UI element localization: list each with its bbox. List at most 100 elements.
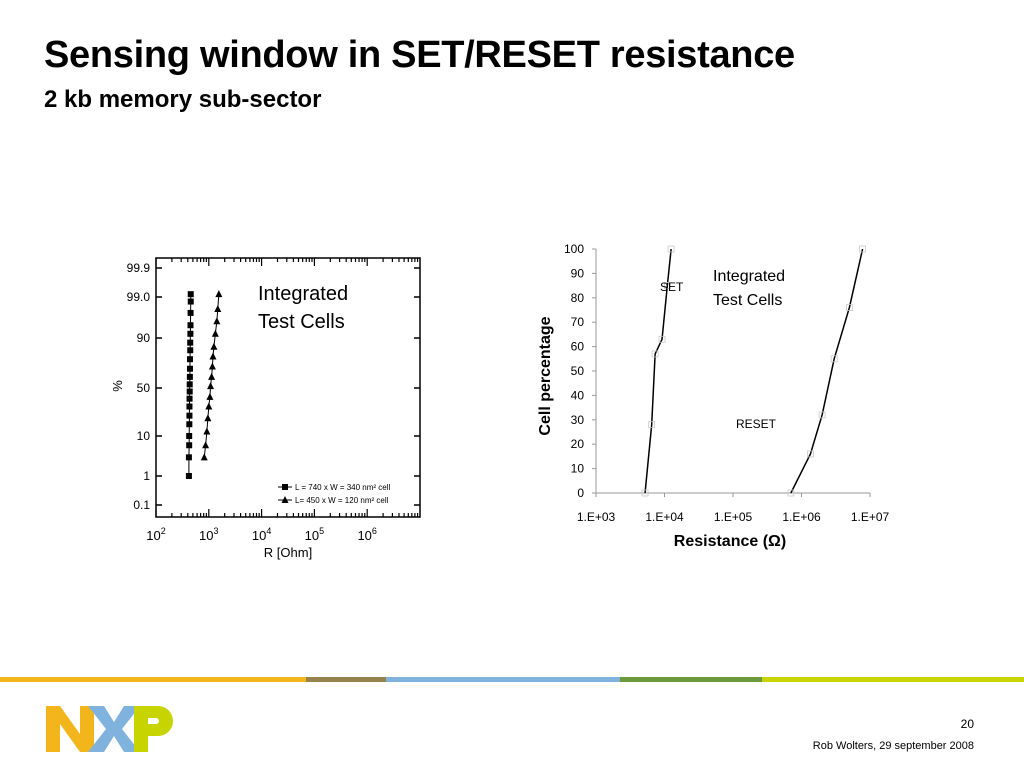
y-tick-label: 1 xyxy=(143,469,150,483)
y-tick-label: 30 xyxy=(571,413,585,427)
data-point-square xyxy=(186,433,193,439)
data-point-square xyxy=(186,442,193,449)
data-point-square xyxy=(187,347,194,354)
x-tick-base: 10 xyxy=(146,528,160,543)
legend-marker-square xyxy=(282,484,288,490)
data-point-square xyxy=(186,388,193,395)
data-point-triangle xyxy=(205,402,213,410)
data-point-marker xyxy=(641,489,649,497)
y-tick-label: 90 xyxy=(571,266,585,280)
footer-bar-segment xyxy=(620,677,762,682)
data-point-square xyxy=(186,395,193,402)
x-tick-base: 10 xyxy=(252,528,266,543)
data-point-marker xyxy=(648,421,656,429)
x-tick-label: 102 xyxy=(146,526,165,543)
data-point-triangle xyxy=(203,427,211,435)
y-tick-label: 80 xyxy=(571,291,585,305)
data-point-marker xyxy=(859,245,867,253)
x-tick-exponent: 5 xyxy=(319,526,324,536)
data-point-square xyxy=(186,403,193,410)
slide-subtitle: 2 kb memory sub-sector xyxy=(44,86,322,113)
data-point-marker xyxy=(658,335,666,343)
y-tick-label: 0 xyxy=(577,486,584,500)
footer-bar-segment xyxy=(386,677,620,682)
data-point-triangle xyxy=(211,329,219,337)
x-tick-base: 10 xyxy=(357,528,371,543)
data-point-square xyxy=(186,365,193,372)
x-tick-label: 103 xyxy=(199,526,218,543)
data-point-triangle xyxy=(208,372,216,380)
data-point-triangle xyxy=(215,290,223,298)
y-tick-label: 99.9 xyxy=(127,261,151,275)
data-point-triangle xyxy=(200,453,208,461)
chart-cell-percentage: 0 10 20 30 40 50 60 70 80 90 100 1.E+03 1.E+04 1.E+0… xyxy=(537,242,890,550)
x-axis-label: R [Ohm] xyxy=(264,545,312,560)
y-tick-label: 20 xyxy=(571,437,585,451)
data-point-marker xyxy=(818,411,826,419)
y-axis-label: Cell percentage xyxy=(537,316,554,435)
series-line xyxy=(644,248,672,494)
x-tick-label: 1.E+05 xyxy=(714,510,753,524)
x-tick-exponent: 6 xyxy=(372,526,377,536)
x-tick-label: 1.E+07 xyxy=(851,510,890,524)
data-point-triangle xyxy=(214,305,222,313)
y-tick-label: 40 xyxy=(571,388,585,402)
x-tick-label: 1.E+04 xyxy=(645,510,684,524)
legend-marker-triangle xyxy=(281,496,289,503)
data-point-square xyxy=(187,309,194,316)
y-tick-label: 100 xyxy=(564,242,584,256)
x-tick-base: 10 xyxy=(305,528,319,543)
chart-annotation-line1: Integrated xyxy=(258,283,348,305)
y-tick-label: 50 xyxy=(137,381,151,395)
y-tick-label: 50 xyxy=(571,364,585,378)
data-point-marker xyxy=(807,450,814,458)
data-point-square xyxy=(187,291,194,298)
y-tick-label: 10 xyxy=(571,462,585,476)
nxp-logo xyxy=(46,706,173,752)
data-point-square xyxy=(186,373,193,380)
slide-title: Sensing window in SET/RESET resistance xyxy=(44,34,795,76)
x-tick-label: 106 xyxy=(357,526,376,543)
x-tick-label: 105 xyxy=(305,526,324,543)
x-tick-base: 10 xyxy=(199,528,213,543)
data-point-marker xyxy=(663,282,671,289)
data-point-marker xyxy=(787,489,795,497)
y-tick-label: 10 xyxy=(137,429,151,443)
data-point-triangle xyxy=(204,414,212,422)
data-point-square xyxy=(187,330,194,337)
chart-annotation-line1: Integrated xyxy=(713,268,785,285)
x-tick-label: 1.E+03 xyxy=(577,510,616,524)
legend-label: L = 740 x W = 340 nm² cell xyxy=(295,483,391,492)
series-line xyxy=(790,248,864,494)
legend-label: L= 450 x W = 120 nm² cell xyxy=(295,496,389,505)
x-tick-label: 104 xyxy=(252,526,271,543)
x-tick-label: 1.E+06 xyxy=(782,510,821,524)
y-tick-label: 70 xyxy=(571,315,585,329)
data-point-triangle xyxy=(210,342,218,350)
data-point-square xyxy=(186,421,193,428)
data-point-square xyxy=(186,412,193,419)
data-point-marker xyxy=(667,245,675,253)
data-point-square xyxy=(186,356,193,363)
y-tick-label: 90 xyxy=(137,331,151,345)
y-tick-label: 99.0 xyxy=(127,290,151,304)
data-point-triangle xyxy=(202,441,210,449)
data-point-square xyxy=(187,298,194,305)
chart-annotation-line2: Test Cells xyxy=(258,311,345,333)
data-point-triangle xyxy=(209,352,217,360)
series-label-set: SET xyxy=(660,280,684,294)
data-point-triangle xyxy=(207,382,215,390)
data-point-square xyxy=(185,473,192,479)
data-point-square xyxy=(187,322,194,329)
page-number: 20 xyxy=(960,717,974,731)
y-tick-label: 60 xyxy=(571,340,585,354)
footer-color-bar xyxy=(0,677,1024,682)
data-point-square xyxy=(185,454,192,461)
x-axis-label: Resistance (Ω) xyxy=(674,533,786,550)
x-tick-exponent: 3 xyxy=(214,526,219,536)
data-point-marker xyxy=(845,304,853,311)
data-point-marker xyxy=(830,355,838,363)
footer-author-date: Rob Wolters, 29 september 2008 xyxy=(812,740,974,752)
footer-bar-segment xyxy=(0,677,306,682)
